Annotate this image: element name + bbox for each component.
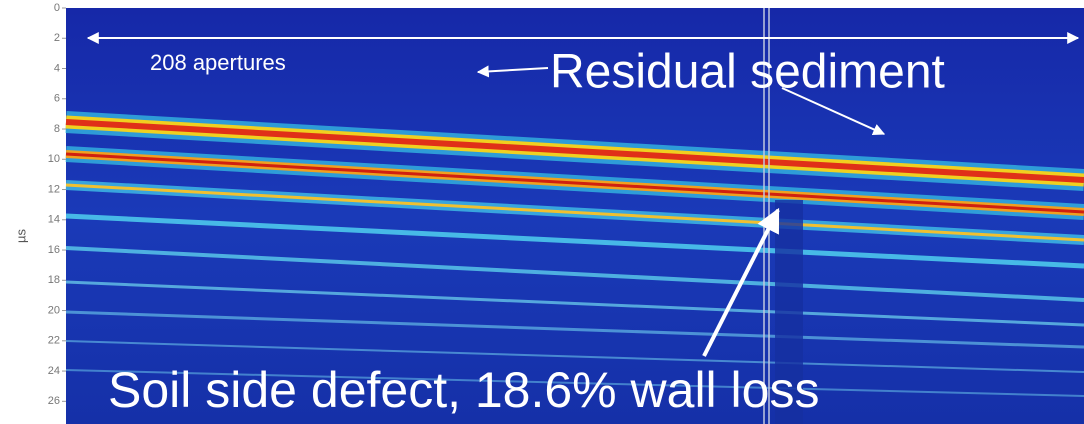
y-tick-label: 8 — [54, 123, 60, 135]
y-tick-label: 26 — [48, 395, 60, 407]
arrows — [86, 32, 1080, 357]
y-tick-label: 12 — [48, 183, 60, 195]
y-tick-label: 18 — [48, 274, 60, 286]
annotation: 208 apertures — [150, 50, 286, 75]
echo-bands — [65, 8, 1084, 424]
y-tick-label: 2 — [54, 32, 60, 44]
y-tick-label: 20 — [48, 304, 60, 316]
y-tick-label: 22 — [48, 335, 60, 347]
y-tick-label: 24 — [48, 365, 60, 377]
y-tick-label: 10 — [48, 153, 60, 165]
y-axis-label: µs — [13, 229, 28, 243]
y-tick-label: 4 — [54, 62, 60, 74]
y-tick-label: 6 — [54, 93, 60, 105]
annotation: Soil side defect, 18.6% wall loss — [108, 362, 819, 418]
y-tick-label: 0 — [54, 2, 60, 14]
annotation: Residual sediment — [550, 46, 945, 99]
y-tick-label: 14 — [48, 214, 60, 226]
y-tick-label: 16 — [48, 244, 60, 256]
